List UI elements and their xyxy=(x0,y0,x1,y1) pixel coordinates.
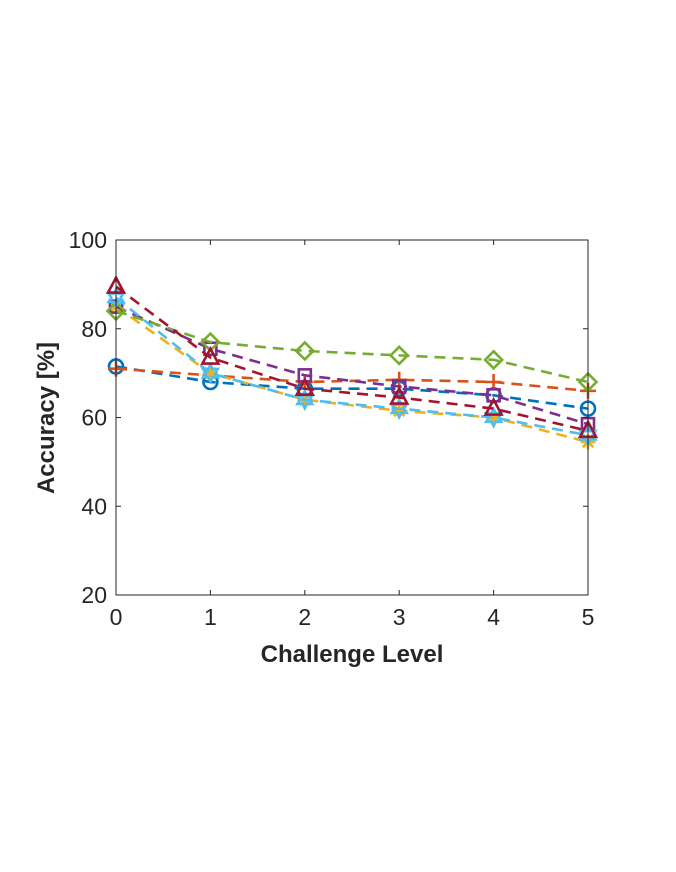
y-tick-label: 20 xyxy=(81,582,107,608)
y-axis-label: Accuracy [%] xyxy=(33,342,60,494)
data-point-triangle xyxy=(389,385,410,405)
data-point-triangle xyxy=(200,345,221,365)
series-line xyxy=(115,296,589,437)
data-point-triangle xyxy=(294,376,315,396)
x-axis-label: Challenge Level xyxy=(261,641,444,668)
x-tick-label: 2 xyxy=(298,604,311,630)
series-line xyxy=(115,285,589,433)
x-tick-label: 1 xyxy=(204,604,217,630)
plot-area xyxy=(116,240,588,595)
x-tick-label: 5 xyxy=(582,604,595,630)
series-line xyxy=(115,365,589,410)
data-point-diamond xyxy=(483,349,504,371)
y-tick-label: 40 xyxy=(81,493,107,519)
series-line xyxy=(115,309,589,384)
x-tick-label: 3 xyxy=(393,604,406,630)
data-point-diamond xyxy=(388,345,410,366)
y-tick-label: 60 xyxy=(81,405,107,431)
data-point-square xyxy=(391,379,407,394)
data-point-triangle xyxy=(483,396,504,416)
x-tick-label: 4 xyxy=(487,604,500,630)
data-point-asterisk xyxy=(391,403,407,419)
y-tick-label: 80 xyxy=(81,316,107,342)
data-point-diamond xyxy=(294,340,316,362)
series-line xyxy=(115,367,589,393)
ticks-layer: 0 1 2 3 4 5 20 40 60 80 100 xyxy=(69,227,595,630)
data-point-plus xyxy=(485,374,502,390)
data-point-hexagram xyxy=(200,361,221,385)
data-point-asterisk xyxy=(486,410,502,425)
data-point-asterisk xyxy=(202,365,218,381)
x-tick-label: 0 xyxy=(110,604,123,630)
y-tick-label: 100 xyxy=(69,227,107,253)
